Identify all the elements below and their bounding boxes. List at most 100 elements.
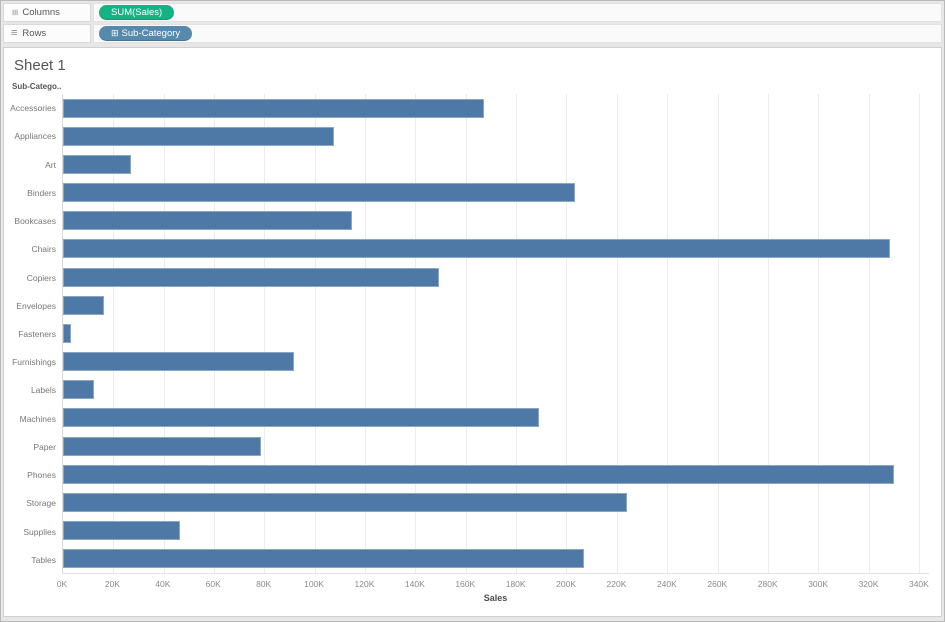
bar-row <box>63 319 929 347</box>
category-label[interactable]: Copiers <box>26 272 56 283</box>
category-label[interactable]: Tables <box>31 554 56 565</box>
bar-row <box>63 235 929 263</box>
category-label[interactable]: Supplies <box>23 526 56 537</box>
gridline <box>818 94 820 573</box>
bar-row <box>63 291 929 319</box>
x-axis-tick: 100K <box>304 579 324 589</box>
bar[interactable] <box>63 126 334 146</box>
bar[interactable] <box>63 211 353 231</box>
columns-shelf-label: Columns <box>22 7 60 18</box>
bar[interactable] <box>63 436 261 456</box>
bar[interactable] <box>63 408 540 428</box>
columns-shelf-track[interactable]: SUM(Sales) <box>93 3 942 22</box>
bar-row <box>63 517 929 545</box>
category-label[interactable]: Chairs <box>31 244 56 255</box>
columns-shelf: ≡ Columns SUM(Sales) <box>3 3 942 22</box>
bar[interactable] <box>63 352 294 372</box>
x-axis-tick: 300K <box>808 579 829 589</box>
bar-row <box>63 263 929 291</box>
gridline <box>465 94 467 573</box>
gridline <box>163 94 165 573</box>
x-axis-tick: 240K <box>656 579 677 589</box>
bar[interactable] <box>63 464 894 484</box>
category-label[interactable]: Accessories <box>10 103 56 114</box>
x-axis-tick: 160K <box>455 579 476 589</box>
sub-category-pill[interactable]: ⊞ Sub-Category <box>99 26 193 41</box>
gridline <box>868 94 870 573</box>
gridline <box>717 94 719 573</box>
gridline <box>264 94 266 573</box>
bar[interactable] <box>63 521 181 541</box>
category-label[interactable]: Storage <box>26 498 56 509</box>
rows-shelf-track[interactable]: ⊞ Sub-Category <box>93 24 942 43</box>
category-label[interactable]: Paper <box>33 441 56 452</box>
gridline <box>365 94 367 573</box>
category-label[interactable]: Appliances <box>14 131 56 142</box>
x-axis-tick: 340K <box>908 579 929 589</box>
x-axis-tick: 180K <box>505 579 526 589</box>
gridline <box>667 94 669 573</box>
bar[interactable] <box>63 98 485 118</box>
bar-row <box>63 432 929 460</box>
bar-row <box>63 376 929 404</box>
bar[interactable] <box>63 183 576 203</box>
bar-row <box>63 122 929 150</box>
gridline <box>516 94 518 573</box>
rows-shelf-label: Rows <box>22 28 47 39</box>
gridline <box>214 94 216 573</box>
sum-sales-pill-label: SUM(Sales) <box>111 7 163 18</box>
gridline <box>314 94 316 573</box>
category-label[interactable]: Phones <box>27 470 56 481</box>
bar[interactable] <box>63 323 71 343</box>
rows-shelf: ≡ Rows ⊞ Sub-Category <box>3 24 942 43</box>
bar[interactable] <box>63 267 440 287</box>
row-field-header[interactable]: Sub-Catego.. <box>12 82 62 91</box>
category-labels: Accessories Appliances Art Binders Bookcases… <box>4 94 62 574</box>
category-label[interactable]: Fasteners <box>18 328 56 339</box>
category-label[interactable]: Labels <box>30 385 56 396</box>
plot-area <box>62 94 929 574</box>
x-axis-tick: 280K <box>757 579 778 589</box>
sheet-card: Sheet 1 Sub-Catego.. Accessories Applianc… <box>3 47 942 617</box>
bar-row <box>63 94 929 122</box>
category-label[interactable]: Art <box>45 159 56 170</box>
category-label[interactable]: Furnishings <box>12 357 56 368</box>
rows-shelf-label-box[interactable]: ≡ Rows <box>3 24 91 43</box>
gridline <box>566 94 568 573</box>
bar-row <box>63 150 929 178</box>
gridline <box>415 94 417 573</box>
bar-row <box>63 488 929 516</box>
category-label[interactable]: Binders <box>27 187 56 198</box>
x-axis-tick: 320K <box>858 579 879 589</box>
bar[interactable] <box>63 154 132 174</box>
gridline <box>918 94 920 573</box>
bar-row <box>63 207 929 235</box>
bar[interactable] <box>63 549 585 569</box>
x-axis-tick: 60K <box>205 579 221 589</box>
expand-field-icon[interactable]: ⊞ <box>111 28 119 38</box>
x-axis-tick: 0K <box>56 579 68 589</box>
x-axis-tick: 20K <box>104 579 120 589</box>
bar[interactable] <box>63 295 105 315</box>
bar-row <box>63 179 929 207</box>
x-axis-tick: 80K <box>256 579 272 589</box>
bar[interactable] <box>63 380 95 400</box>
columns-shelf-label-box[interactable]: ≡ Columns <box>3 3 91 22</box>
x-axis-tick: 140K <box>404 579 425 589</box>
bar-row <box>63 404 929 432</box>
bar-row <box>63 545 929 573</box>
columns-icon: ≡ <box>8 9 21 16</box>
bar-rows <box>63 94 929 573</box>
x-axis[interactable]: 0K 20K 40K 60K 80K 100K 120K 140K 160K 180K 200K 22… <box>57 574 929 604</box>
gridline <box>113 94 115 573</box>
category-label[interactable]: Machines <box>19 413 56 424</box>
x-axis-tick: 220K <box>606 579 627 589</box>
bar[interactable] <box>63 492 627 512</box>
sum-sales-pill[interactable]: SUM(Sales) <box>99 5 175 20</box>
axis-spacer <box>4 574 62 604</box>
category-label[interactable]: Envelopes <box>16 300 56 311</box>
bar[interactable] <box>63 239 890 259</box>
bar-chart: Accessories Appliances Art Binders Bookcases… <box>4 94 941 616</box>
category-label[interactable]: Bookcases <box>14 216 56 227</box>
x-axis-tick: 200K <box>556 579 576 589</box>
